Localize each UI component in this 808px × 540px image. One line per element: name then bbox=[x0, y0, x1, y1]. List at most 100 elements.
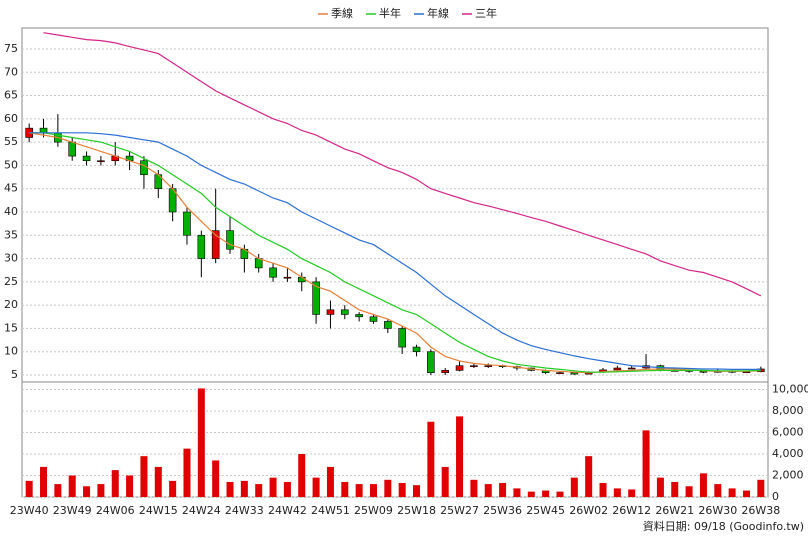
candle-body bbox=[470, 365, 478, 367]
y-tick-label: 60 bbox=[4, 112, 18, 125]
volume-bar bbox=[427, 421, 435, 497]
y-tick-label: 10 bbox=[4, 345, 18, 358]
volume-bar bbox=[542, 490, 550, 497]
volume-bar bbox=[613, 488, 621, 497]
volume-bar bbox=[527, 491, 535, 497]
volume-bar bbox=[255, 484, 263, 497]
candle-body bbox=[340, 309, 349, 315]
x-tick-label: 24W06 bbox=[96, 504, 135, 517]
volume-bar bbox=[685, 486, 693, 497]
volume-bar bbox=[111, 470, 119, 497]
ma-line bbox=[29, 132, 761, 370]
x-tick-label: 24W15 bbox=[139, 504, 178, 517]
x-tick-label: 23W40 bbox=[10, 504, 49, 517]
volume-bar bbox=[68, 475, 76, 497]
volume-bar bbox=[54, 484, 62, 497]
x-tick-label: 24W24 bbox=[182, 504, 221, 517]
y-tick-label: 45 bbox=[4, 182, 18, 195]
volume-bar bbox=[97, 484, 105, 497]
candle-body bbox=[627, 367, 636, 370]
x-tick-label: 26W02 bbox=[569, 504, 608, 517]
candle-body bbox=[412, 346, 421, 353]
y-tick-label: 65 bbox=[4, 89, 18, 102]
candle-body bbox=[97, 160, 105, 163]
volume-bar bbox=[728, 488, 736, 497]
x-tick-label: 24W51 bbox=[311, 504, 350, 517]
candle-body bbox=[183, 211, 191, 236]
volume-bar bbox=[413, 485, 421, 497]
plot-frame bbox=[21, 27, 769, 498]
candle-body bbox=[82, 155, 91, 162]
volume-bar bbox=[369, 484, 377, 497]
x-tick-label: 26W38 bbox=[741, 504, 780, 517]
x-tick-label: 25W27 bbox=[440, 504, 479, 517]
candle-body bbox=[355, 314, 363, 318]
volume-bar bbox=[499, 483, 507, 497]
x-tick-label: 25W36 bbox=[483, 504, 522, 517]
volume-bar bbox=[240, 480, 248, 497]
ma-line bbox=[29, 132, 761, 374]
volume-bar bbox=[556, 491, 564, 497]
legend: 季線 半年 年線 三年 bbox=[318, 6, 497, 20]
candle-body bbox=[211, 230, 220, 259]
volume-bar bbox=[154, 466, 162, 497]
x-tick-label: 24W33 bbox=[225, 504, 264, 517]
volume-bar bbox=[83, 486, 91, 497]
candle-body bbox=[484, 365, 493, 367]
volume-bar bbox=[757, 479, 765, 497]
volume-bar bbox=[470, 479, 478, 497]
volume-bar bbox=[384, 479, 392, 497]
volume-bar bbox=[312, 477, 320, 497]
volume-bar bbox=[40, 466, 48, 497]
footer: 資料日期: 09/18 (Goodinfo.tw) bbox=[643, 519, 804, 533]
y-tick-label: 55 bbox=[4, 135, 18, 148]
y-tick-label: 20 bbox=[4, 298, 18, 311]
legend-label: 季線 bbox=[331, 6, 353, 20]
volume-bar bbox=[298, 454, 306, 497]
x-tick-label: 26W21 bbox=[655, 504, 694, 517]
candle-body bbox=[197, 234, 206, 259]
volume-bar bbox=[226, 481, 234, 497]
y-tick-label: 4,000 bbox=[772, 447, 804, 460]
x-tick-label: 23W49 bbox=[53, 504, 92, 517]
candle-body bbox=[570, 372, 579, 375]
candle-body bbox=[441, 370, 450, 373]
x-tick-label: 26W30 bbox=[698, 504, 737, 517]
y-tick-label: 30 bbox=[4, 252, 18, 265]
volume-bar bbox=[456, 416, 464, 497]
legend-label: 三年 bbox=[475, 6, 497, 20]
volume-bar bbox=[169, 480, 177, 497]
candle-body bbox=[283, 276, 292, 279]
y-tick-label: 15 bbox=[4, 321, 18, 334]
y-tick-label: 2,000 bbox=[772, 469, 804, 482]
x-tick-label: 24W42 bbox=[268, 504, 307, 517]
volume-bar bbox=[326, 466, 334, 497]
volume-bar bbox=[25, 480, 33, 497]
volume-bar bbox=[585, 456, 593, 497]
y-tick-label: 40 bbox=[4, 205, 18, 218]
volume-bar bbox=[599, 483, 607, 497]
volume-bar bbox=[212, 460, 220, 497]
candle-body bbox=[427, 351, 435, 373]
volume-bar bbox=[742, 490, 750, 497]
y-tick-label: 10,000 bbox=[772, 383, 808, 396]
candle-body bbox=[39, 127, 48, 134]
x-tick-label: 25W09 bbox=[354, 504, 393, 517]
volume-bar bbox=[197, 388, 205, 497]
candle-body bbox=[613, 367, 622, 371]
candle-body bbox=[455, 365, 464, 371]
y-tick-label: 25 bbox=[4, 275, 18, 288]
volume-bar bbox=[628, 489, 636, 497]
volume-bar bbox=[398, 483, 406, 497]
volume-bar bbox=[355, 484, 363, 497]
candle-body bbox=[68, 141, 77, 157]
y-tick-label: 5 bbox=[11, 368, 18, 381]
volume-bar bbox=[441, 466, 449, 497]
candle-body bbox=[742, 371, 751, 374]
volume-bar bbox=[341, 481, 349, 497]
candle-body bbox=[226, 230, 234, 250]
candle-body bbox=[269, 267, 277, 278]
candle-body bbox=[556, 372, 564, 374]
volume-bar bbox=[283, 481, 291, 497]
volume-bar bbox=[140, 456, 148, 497]
